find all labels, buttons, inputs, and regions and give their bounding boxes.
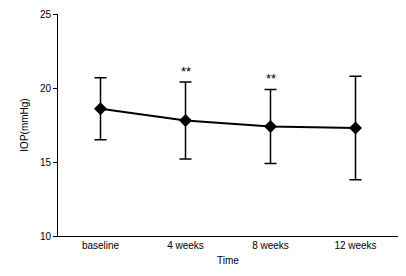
svg-text:IOP(mmHg): IOP(mmHg) xyxy=(19,98,30,151)
svg-text:20: 20 xyxy=(40,83,52,94)
svg-text:Time: Time xyxy=(217,255,239,266)
svg-text:12 weeks: 12 weeks xyxy=(334,240,376,251)
svg-text:25: 25 xyxy=(40,9,52,20)
svg-text:**: ** xyxy=(266,71,276,86)
svg-text:8 weeks: 8 weeks xyxy=(252,240,289,251)
svg-text:10: 10 xyxy=(40,231,52,242)
svg-text:**: ** xyxy=(181,64,191,79)
svg-text:15: 15 xyxy=(40,157,52,168)
svg-text:baseline: baseline xyxy=(82,240,120,251)
svg-text:4 weeks: 4 weeks xyxy=(167,240,204,251)
